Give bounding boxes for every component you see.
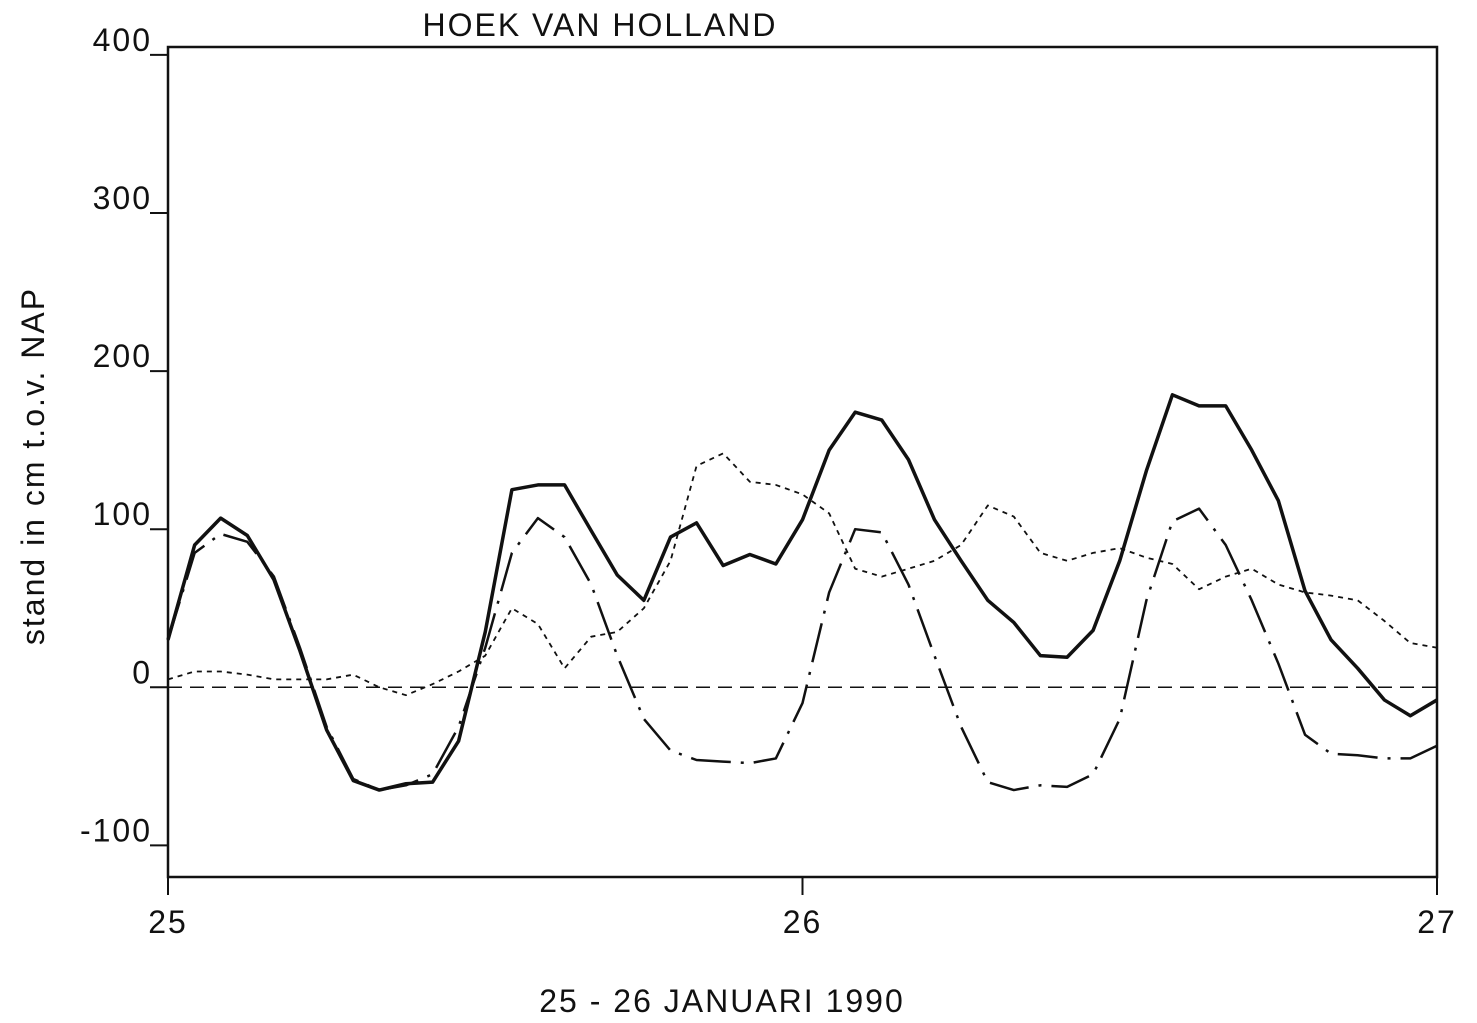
x-axis-label: 25 - 26 JANUARI 1990 — [539, 983, 905, 1019]
y-tick-label: -100 — [80, 812, 152, 848]
y-tick-label: 400 — [93, 22, 152, 58]
y-tick-label: 0 — [132, 654, 152, 690]
data-line — [166, 393, 1438, 792]
x-tick-label: 26 — [783, 904, 823, 940]
data-line — [167, 452, 1438, 697]
plot-frame — [166, 45, 1439, 879]
y-tick-label: 100 — [93, 496, 152, 532]
y-axis-label: stand in cm t.o.v. NAP — [15, 287, 51, 645]
y-tick-label: 300 — [93, 180, 152, 216]
x-tick-label: 27 — [1417, 904, 1457, 940]
x-tick-label: 25 — [148, 904, 188, 940]
data-line — [166, 507, 1438, 792]
chart-title: HOEK VAN HOLLAND — [422, 7, 777, 43]
y-tick-label: 200 — [93, 338, 152, 374]
